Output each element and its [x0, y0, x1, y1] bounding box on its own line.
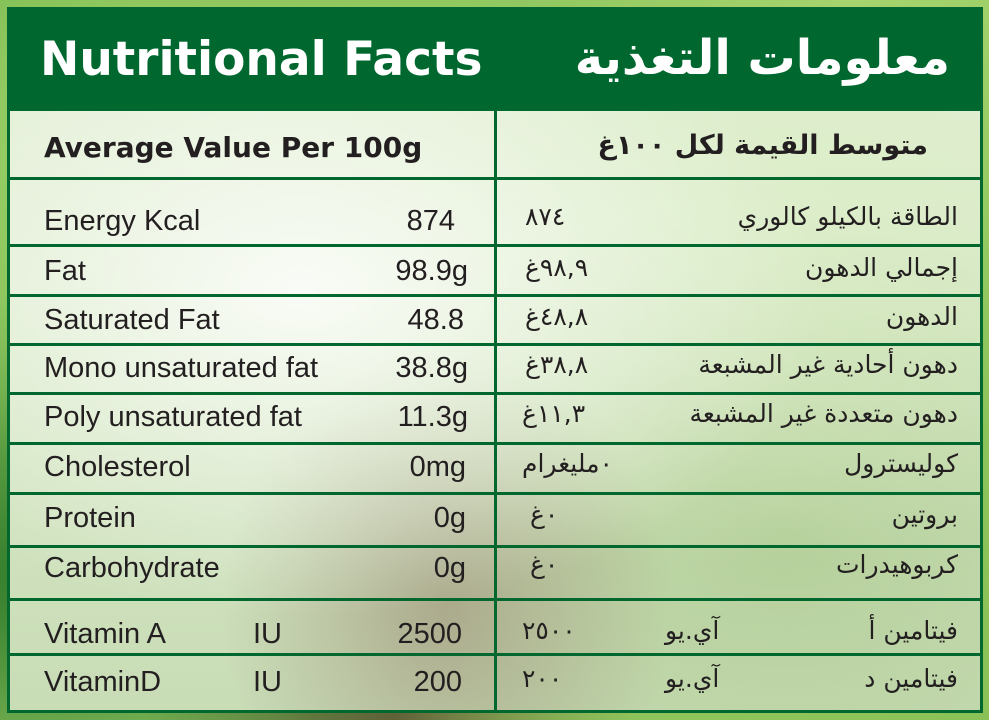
row-value-en: 874: [406, 205, 455, 237]
row-label-en: VitaminD: [44, 666, 162, 698]
row-label-en: Energy Kcal: [44, 205, 201, 237]
row-value-ar: ٢٥٠٠: [522, 616, 576, 645]
row-unit-en: IU: [253, 618, 282, 650]
row-label-ar: إجمالي الدهون: [804, 253, 958, 282]
row-divider: [10, 294, 980, 297]
row-divider: [10, 244, 980, 247]
row-value-ar: ٠غ: [530, 550, 559, 579]
row-label-en: Saturated Fat: [44, 304, 220, 336]
row-label-ar: بروتين: [891, 500, 958, 529]
row-label-en: Vitamin A: [44, 618, 166, 650]
nutrition-label: Nutritional Facts معلومات التغذية Averag…: [7, 7, 983, 713]
row-label-ar: كوليسترول: [844, 449, 958, 478]
row-label-en: Poly unsaturated fat: [44, 401, 302, 433]
row-value-en: 0g: [433, 502, 466, 534]
row-value-ar: ٢٠٠: [522, 664, 563, 693]
row-value-ar: ٠غ: [530, 500, 559, 529]
row-divider: [10, 177, 980, 180]
subheader-arabic: متوسط القيمة لكل ١٠٠غ: [597, 130, 929, 161]
row-label-ar: فيتامين أ: [868, 616, 958, 645]
row-divider: [10, 653, 980, 656]
row-value-en: 0g: [433, 552, 466, 584]
row-label-ar: دهون متعددة غير المشبعة: [689, 399, 958, 428]
row-divider: [10, 442, 980, 445]
row-label-ar: الدهون: [885, 302, 958, 331]
subheader-english: Average Value Per 100g: [44, 131, 423, 164]
row-label-ar: الطاقة بالكيلو كالوري: [737, 202, 958, 231]
row-divider: [10, 492, 980, 495]
row-label-en: Cholesterol: [44, 451, 191, 483]
title-arabic: معلومات التغذية: [574, 30, 950, 86]
row-divider: [10, 392, 980, 395]
row-value-en: 11.3g: [397, 401, 468, 433]
row-divider: [10, 545, 980, 548]
row-divider: [10, 343, 980, 346]
row-value-ar: ١١,٣غ: [522, 399, 586, 428]
row-value-en: 98.9g: [395, 255, 468, 287]
row-value-en: 200: [413, 666, 462, 698]
row-value-en: 38.8g: [395, 352, 468, 384]
row-label-en: Mono unsaturated fat: [44, 352, 319, 384]
row-value-ar: ٨٧٤: [525, 202, 566, 231]
column-divider: [494, 111, 497, 713]
row-unit-ar: آي.يو: [665, 664, 720, 693]
title-bar: Nutritional Facts معلومات التغذية: [10, 10, 980, 111]
row-label-en: Protein: [44, 502, 136, 534]
title-english: Nutritional Facts: [40, 32, 483, 87]
row-value-ar: ٣٨,٨غ: [525, 350, 589, 379]
row-value-en: 2500: [397, 618, 462, 650]
row-divider: [10, 598, 980, 601]
row-label-ar: كربوهيدرات: [836, 550, 958, 579]
row-label-ar: فيتامين د: [864, 664, 958, 693]
row-label-ar: دهون أحادية غير المشبعة: [698, 350, 958, 379]
row-unit-en: IU: [253, 666, 282, 698]
row-value-en: 48.8: [407, 304, 464, 336]
row-label-en: Carbohydrate: [44, 552, 220, 584]
row-unit-ar: آي.يو: [665, 616, 720, 645]
row-value-en: 0mg: [409, 451, 466, 483]
row-label-en: Fat: [44, 255, 86, 287]
row-value-ar: ٠مليغرام: [522, 449, 613, 478]
row-value-ar: ٤٨,٨غ: [525, 302, 589, 331]
row-value-ar: ٩٨,٩غ: [525, 253, 589, 282]
